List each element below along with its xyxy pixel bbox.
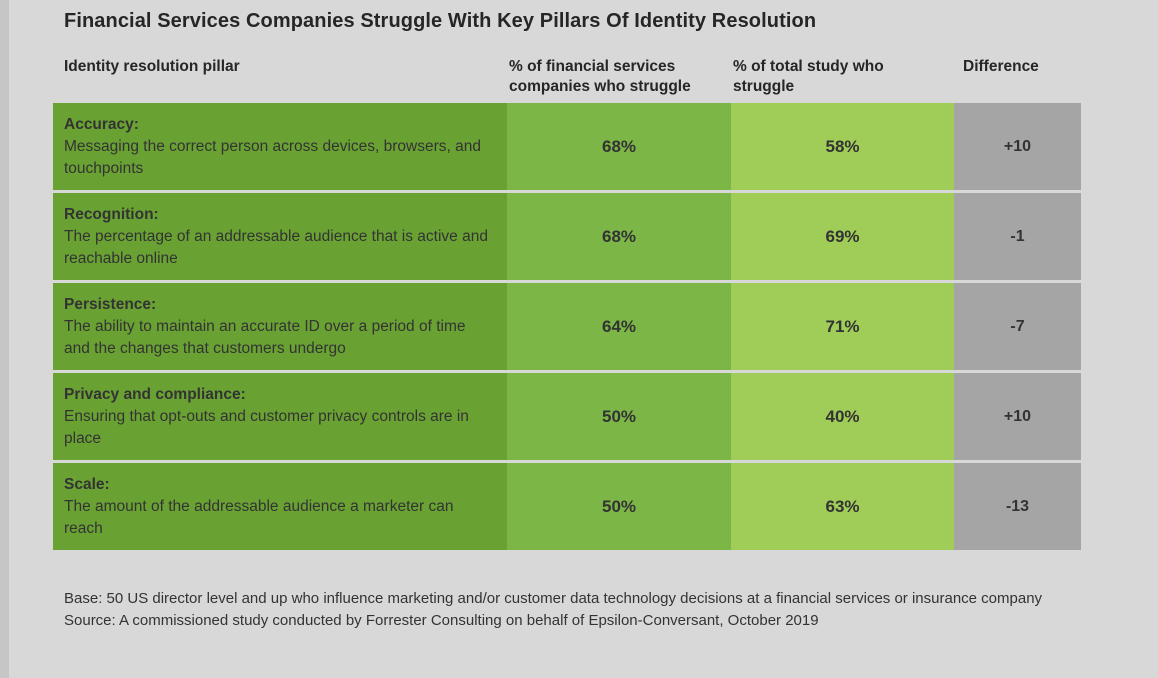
table-row: Persistence: The ability to maintain an … [53, 283, 1081, 370]
table-row: Recognition: The percentage of an addres… [53, 193, 1081, 280]
total-value-cell: 58% [731, 103, 954, 190]
table-row: Scale: The amount of the addressable aud… [53, 463, 1081, 550]
column-header-difference: Difference [963, 58, 1039, 75]
total-value-cell: 69% [731, 193, 954, 280]
pillar-cell: Persistence: The ability to maintain an … [53, 283, 507, 370]
table-header-row: Identity resolution pillar % of financia… [53, 57, 1081, 103]
footnotes: Base: 50 US director level and up who in… [64, 588, 1074, 631]
pillar-name: Scale: [64, 475, 110, 493]
pillar-cell: Scale: The amount of the addressable aud… [53, 463, 507, 550]
table-body: Accuracy: Messaging the correct person a… [53, 103, 1081, 550]
difference-value-cell: -1 [954, 193, 1081, 280]
total-value-cell: 40% [731, 373, 954, 460]
table-row: Accuracy: Messaging the correct person a… [53, 103, 1081, 190]
pillar-cell: Privacy and compliance: Ensuring that op… [53, 373, 507, 460]
difference-value-cell: +10 [954, 373, 1081, 460]
financial-value-cell: 68% [507, 193, 731, 280]
table-row: Privacy and compliance: Ensuring that op… [53, 373, 1081, 460]
pillar-cell: Accuracy: Messaging the correct person a… [53, 103, 507, 190]
difference-value-cell: -7 [954, 283, 1081, 370]
column-header-pillar: Identity resolution pillar [64, 58, 240, 75]
pillar-description: The amount of the addressable audience a… [64, 497, 454, 537]
difference-value-cell: -13 [954, 463, 1081, 550]
pillar-cell: Recognition: The percentage of an addres… [53, 193, 507, 280]
pillar-description: Ensuring that opt-outs and customer priv… [64, 407, 469, 447]
left-edge-shade [0, 0, 9, 678]
pillar-description: The percentage of an addressable audienc… [64, 227, 488, 267]
financial-value-cell: 68% [507, 103, 731, 190]
source-note: Source: A commissioned study conducted b… [64, 611, 819, 629]
pillar-description: The ability to maintain an accurate ID o… [64, 317, 466, 357]
financial-value-cell: 50% [507, 463, 731, 550]
total-value-cell: 63% [731, 463, 954, 550]
base-note: Base: 50 US director level and up who in… [64, 590, 1043, 607]
page-title: Financial Services Companies Struggle Wi… [64, 10, 817, 32]
pillar-name: Accuracy: [64, 115, 139, 133]
financial-value-cell: 64% [507, 283, 731, 370]
difference-value-cell: +10 [954, 103, 1081, 190]
pillar-name: Recognition: [64, 205, 159, 223]
pillar-description: Messaging the correct person across devi… [64, 137, 481, 177]
pillar-name: Privacy and compliance: [64, 385, 246, 403]
column-header-financial-services: % of financial services companies who st… [509, 58, 691, 95]
column-header-total-study: % of total study who struggle [733, 58, 884, 95]
financial-value-cell: 50% [507, 373, 731, 460]
pillar-name: Persistence: [64, 295, 157, 313]
total-value-cell: 71% [731, 283, 954, 370]
